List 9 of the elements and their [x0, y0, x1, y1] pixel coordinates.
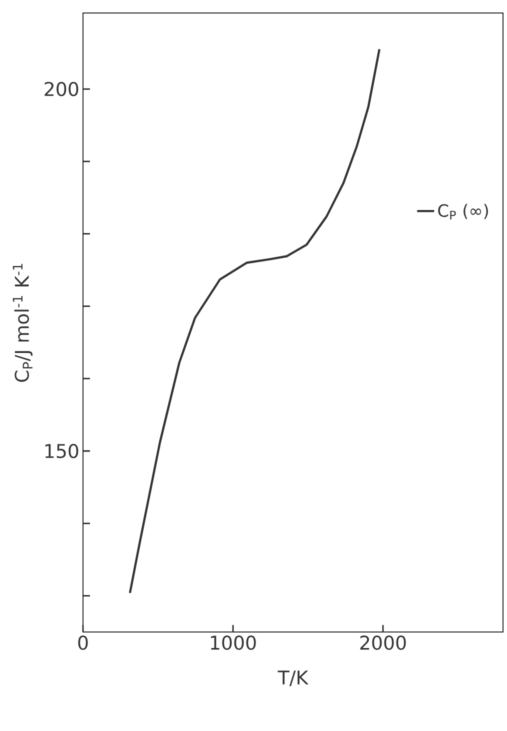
x-axis-title: T/K [278, 670, 309, 686]
x-tick-label: 0 [78, 636, 88, 650]
y-tick-label: 200 [44, 82, 78, 96]
x-tick-label: 2000 [360, 636, 406, 650]
x-tick-label: 1000 [210, 636, 256, 650]
legend-label: C$_{P}$ (∞) [438, 204, 488, 220]
y-tick-label: 150 [45, 444, 78, 458]
y-axis-title: C$_{P}$/J mol$^{-1}$ K$^{-1}$ [12, 264, 33, 382]
line-series [128, 48, 380, 594]
